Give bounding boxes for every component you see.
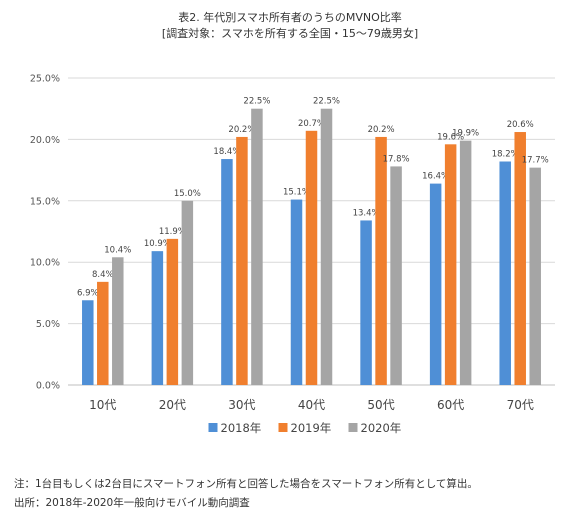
y-tick-label: 10.0% bbox=[30, 258, 60, 269]
legend-label: 2018年 bbox=[221, 421, 262, 435]
bar-2019年-10代 bbox=[97, 281, 109, 385]
y-tick-label: 25.0% bbox=[30, 74, 60, 85]
y-tick-label: 15.0% bbox=[30, 196, 60, 207]
bar-2019年-40代 bbox=[305, 130, 318, 385]
x-tick-label: 20代 bbox=[159, 398, 186, 412]
bar-2020年-50代 bbox=[390, 166, 402, 385]
bar-2020年-40代 bbox=[320, 108, 333, 385]
legend-label: 2019年 bbox=[291, 421, 332, 435]
x-tick-label: 70代 bbox=[507, 398, 534, 412]
bar-2019年-50代 bbox=[375, 136, 387, 385]
bar-2020年-30代 bbox=[251, 108, 263, 385]
data-label: 20.2% bbox=[368, 125, 395, 135]
data-label: 19.6% bbox=[437, 132, 464, 142]
y-tick-label: 0.0% bbox=[36, 381, 60, 392]
data-label: 20.2% bbox=[228, 125, 255, 135]
y-tick-label: 20.0% bbox=[30, 135, 60, 146]
data-label: 8.4% bbox=[92, 270, 114, 280]
legend-swatch bbox=[278, 423, 288, 432]
data-label: 19.9% bbox=[452, 129, 479, 139]
data-label: 18.4% bbox=[213, 147, 240, 157]
legend-label: 2020年 bbox=[361, 421, 402, 435]
y-tick-label: 5.0% bbox=[36, 319, 60, 330]
data-label: 15.0% bbox=[174, 189, 201, 199]
data-label: 15.1% bbox=[283, 188, 310, 198]
bar-2019年-30代 bbox=[236, 136, 248, 385]
data-label: 6.9% bbox=[77, 288, 99, 298]
bar-2018年-60代 bbox=[429, 183, 442, 385]
data-label: 18.2% bbox=[492, 150, 519, 160]
bar-2018年-40代 bbox=[290, 199, 303, 385]
bar-2019年-20代 bbox=[166, 238, 179, 385]
bar-2019年-70代 bbox=[514, 132, 526, 385]
data-label: 20.6% bbox=[507, 120, 534, 130]
data-label: 17.8% bbox=[383, 154, 410, 164]
data-label: 13.4% bbox=[353, 208, 380, 218]
data-label: 20.7% bbox=[298, 119, 325, 129]
bar-2018年-50代 bbox=[360, 220, 372, 385]
bar-2020年-20代 bbox=[181, 200, 194, 385]
bar-2019年-60代 bbox=[444, 144, 457, 385]
x-tick-label: 30代 bbox=[228, 398, 255, 412]
data-label: 22.5% bbox=[243, 97, 270, 107]
bar-2020年-70代 bbox=[529, 167, 541, 385]
footnote: 注：1台目もしくは2台目にスマートフォン所有と回答した場合をスマートフォン所有と… bbox=[14, 478, 478, 490]
bar-2018年-10代 bbox=[82, 300, 94, 385]
data-label: 10.4% bbox=[104, 245, 131, 255]
bar-2018年-70代 bbox=[499, 161, 511, 385]
bar-2018年-20代 bbox=[151, 251, 164, 385]
x-tick-label: 40代 bbox=[298, 398, 325, 412]
bar-chart: 0.0% 5.0% 10.0% 15.0% 20.0% 25.0% 6.9% 8.4% 10.4… bbox=[30, 74, 555, 435]
source-note: 出所：2018年-2020年一般向けモバイル動向調査 bbox=[14, 497, 250, 509]
bar-2020年-60代 bbox=[459, 140, 472, 385]
chart-subtitle: [調査対象：スマホを所有する全国・15～79歳男女] bbox=[161, 27, 419, 40]
bar-2018年-30代 bbox=[221, 159, 233, 385]
legend-swatch bbox=[208, 423, 218, 432]
x-tick-label: 60代 bbox=[437, 398, 464, 412]
bar-2020年-10代 bbox=[112, 257, 124, 385]
chart-title-block: 表2. 年代別スマホ所有者のうちのMVNO比率 [調査対象：スマホを所有する全国… bbox=[0, 10, 580, 42]
data-label: 11.9% bbox=[159, 227, 186, 237]
data-label: 22.5% bbox=[313, 97, 340, 107]
chart-title: 表2. 年代別スマホ所有者のうちのMVNO比率 bbox=[178, 11, 402, 24]
data-label: 17.7% bbox=[522, 156, 549, 166]
data-label: 16.4% bbox=[422, 172, 449, 182]
data-label: 10.9% bbox=[144, 239, 171, 249]
x-tick-label: 10代 bbox=[89, 398, 116, 412]
legend-swatch bbox=[348, 423, 358, 432]
x-tick-label: 50代 bbox=[367, 398, 394, 412]
